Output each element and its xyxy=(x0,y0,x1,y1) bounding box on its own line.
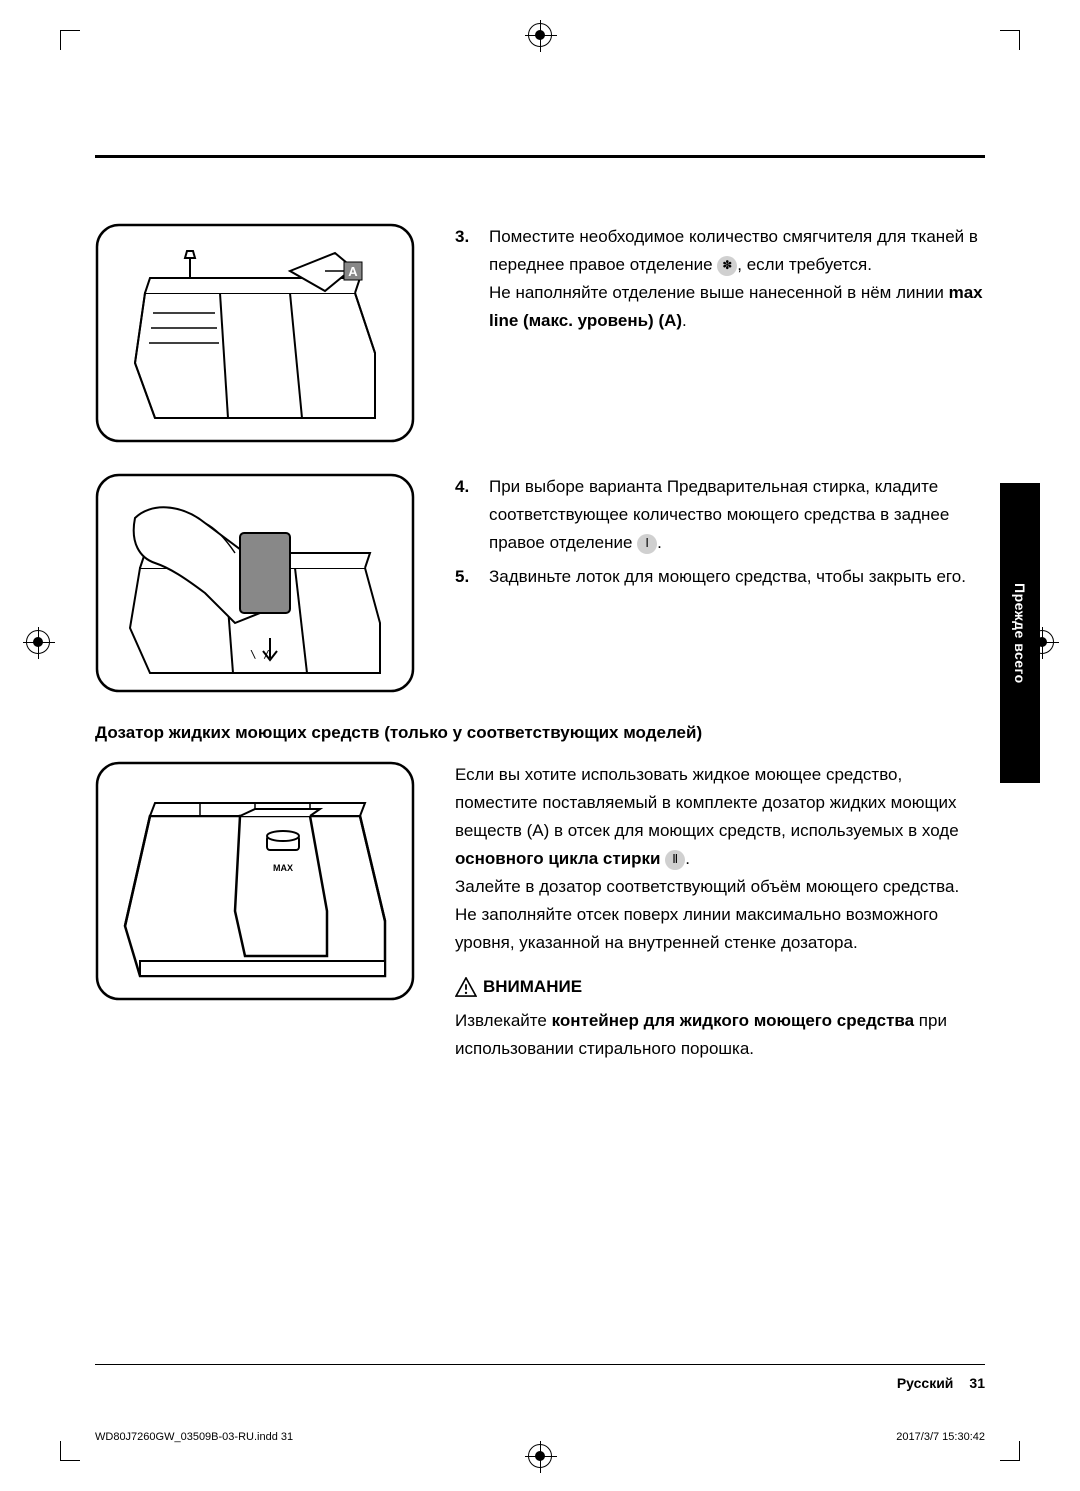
crop-mark-br xyxy=(1000,1441,1020,1461)
registration-mark-top xyxy=(528,23,552,47)
step-5-number: 5. xyxy=(455,563,473,591)
step-4: 4. При выборе варианта Предварительная с… xyxy=(455,473,985,557)
warning-label: ВНИМАНИЕ xyxy=(483,973,582,1001)
warning-heading: ВНИМАНИЕ xyxy=(455,973,985,1001)
mainwash-icon: Ⅱ xyxy=(665,850,685,870)
step-3-body: Поместите необходимое количество смягчит… xyxy=(489,223,985,335)
svg-text:\ /: \ / xyxy=(250,648,270,661)
warning-icon xyxy=(455,977,477,997)
step-4-number: 4. xyxy=(455,473,473,557)
side-tab-label: Прежде всего xyxy=(1012,583,1028,684)
page-footer: Русский 31 xyxy=(95,1375,985,1391)
step-5: 5. Задвиньте лоток для моющего средства,… xyxy=(455,563,985,591)
step-3-number: 3. xyxy=(455,223,473,335)
liquid-row: MAX Если вы хотите использовать жидкое м… xyxy=(95,761,985,1063)
footer-language: Русский xyxy=(897,1375,954,1391)
crop-mark-bl xyxy=(60,1441,80,1461)
figure-1-label: A xyxy=(348,264,358,279)
print-timestamp: 2017/3/7 15:30:42 xyxy=(896,1431,985,1443)
print-file: WD80J7260GW_03509B-03-RU.indd 31 xyxy=(95,1431,293,1443)
prewash-icon: Ⅰ xyxy=(637,534,657,554)
liquid-p1: Если вы хотите использовать жидкое моюще… xyxy=(455,761,985,873)
figure-3: MAX xyxy=(95,761,415,1001)
header-rule xyxy=(95,155,985,158)
registration-mark-left xyxy=(26,630,50,654)
footer-rule xyxy=(95,1364,985,1365)
svg-text:MAX: MAX xyxy=(273,863,293,873)
crop-mark-tr xyxy=(1000,30,1020,50)
warning-text: Извлекайте контейнер для жидкого моющего… xyxy=(455,1007,985,1063)
step-3: 3. Поместите необходимое количество смяг… xyxy=(455,223,985,335)
registration-mark-bottom xyxy=(528,1444,552,1468)
crop-mark-tl xyxy=(60,30,80,50)
figure-1: A xyxy=(95,223,415,443)
side-tab: Прежде всего xyxy=(1000,483,1040,783)
subheading-liquid: Дозатор жидких моющих средств (только у … xyxy=(95,723,985,743)
footer-page-number: 31 xyxy=(969,1375,985,1391)
softener-icon: ✽ xyxy=(717,256,737,276)
step-4-body: При выборе варианта Предварительная стир… xyxy=(489,473,985,557)
page-content: Прежде всего xyxy=(95,60,985,1431)
step-5-body: Задвиньте лоток для моющего средства, чт… xyxy=(489,563,985,591)
print-footer: WD80J7260GW_03509B-03-RU.indd 31 2017/3/… xyxy=(95,1431,985,1443)
step-3-row: A 3. Поместите необходимое количество см… xyxy=(95,223,985,443)
liquid-p2: Залейте в дозатор соответствующий объём … xyxy=(455,873,985,957)
figure-2: \ / xyxy=(95,473,415,693)
step-4-5-row: \ / 4. При выборе варианта Предварительн… xyxy=(95,473,985,693)
